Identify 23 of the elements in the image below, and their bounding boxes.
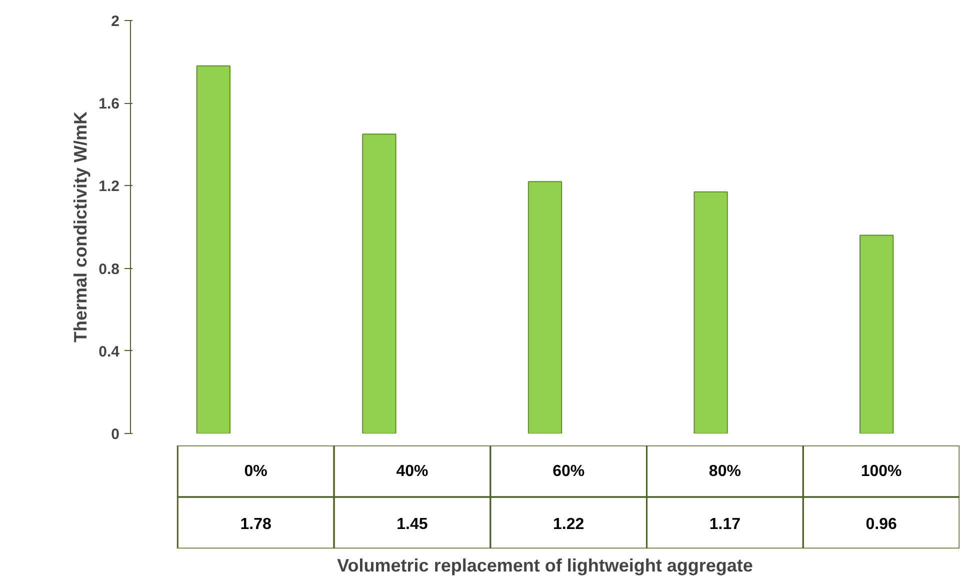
x-tick-label: 80% [708, 462, 741, 480]
data-label: 1.17 [709, 516, 741, 533]
y-tick-label: 0.4 [98, 343, 120, 360]
y-axis-title: Thermal condictivity W/mK [70, 111, 91, 343]
x-tick-label: 40% [396, 462, 428, 480]
bar [860, 234, 894, 434]
bar [528, 181, 562, 434]
data-label: 0.96 [866, 516, 897, 533]
y-tick-label: 1.6 [98, 96, 120, 113]
bar [196, 65, 230, 434]
y-tick-label: 2 [111, 13, 120, 30]
bar [362, 134, 396, 434]
x-axis-title: Volumetric replacement of lightweight aggregate [337, 556, 753, 576]
x-tick-label: 0% [244, 462, 268, 480]
y-tick-label: 1.2 [98, 178, 120, 196]
data-label: 1.78 [240, 516, 272, 533]
bar [694, 191, 728, 434]
data-label: 1.45 [396, 516, 428, 533]
x-tick-label: 60% [552, 462, 585, 480]
data-label: 1.22 [553, 516, 584, 533]
y-tick-label: 0.8 [98, 260, 120, 278]
x-tick-label: 100% [860, 462, 902, 480]
y-tick-label: 0 [111, 426, 120, 443]
